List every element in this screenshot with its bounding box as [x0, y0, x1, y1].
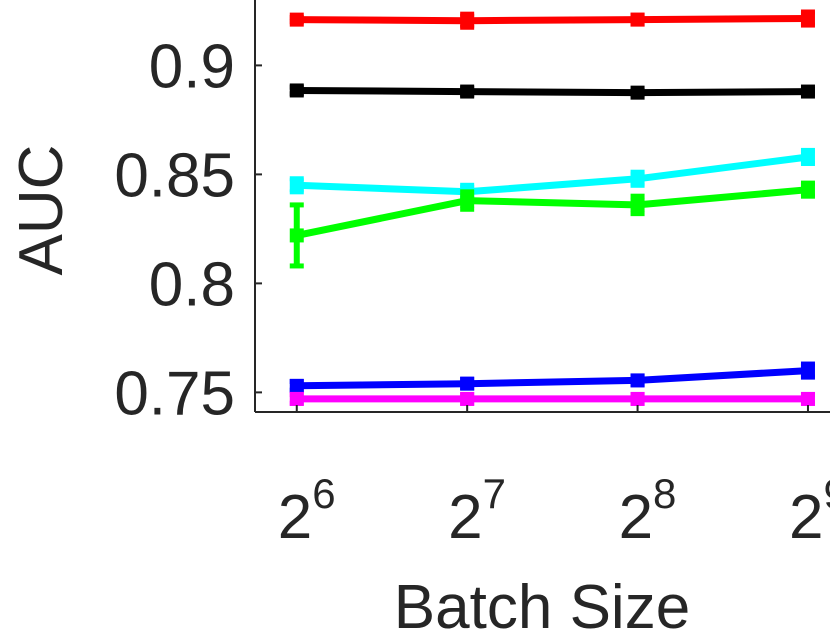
- data-point: [630, 373, 645, 388]
- x-tick-label: 27: [448, 470, 506, 552]
- x-tick-exponent: 8: [653, 470, 676, 517]
- data-point: [800, 391, 815, 406]
- data-point: [800, 363, 815, 378]
- x-tick-exponent: 6: [312, 470, 335, 517]
- data-point: [800, 84, 815, 99]
- data-point: [800, 149, 815, 164]
- y-tick-layer: 0.75 0.8 0.85 0.9: [114, 32, 262, 428]
- data-point: [630, 391, 645, 406]
- y-tick-label: 0.9: [149, 32, 235, 101]
- series-2: [289, 147, 815, 201]
- series-line: [296, 87, 809, 97]
- series-line: [296, 153, 809, 196]
- data-point: [460, 376, 475, 391]
- series-1: [289, 83, 815, 100]
- data-point: [460, 391, 475, 406]
- series-layer: [289, 9, 815, 406]
- data-point: [289, 228, 304, 243]
- data-point: [289, 391, 304, 406]
- series-line: [296, 186, 809, 239]
- data-point: [289, 178, 304, 193]
- series-line: [296, 15, 809, 25]
- series-0: [289, 9, 815, 30]
- x-tick-label: 29: [789, 470, 830, 552]
- x-tick-base: 2: [278, 483, 312, 552]
- series-3: [289, 180, 815, 269]
- data-point: [460, 193, 475, 208]
- series-5: [289, 391, 815, 406]
- y-tick-label: 0.8: [149, 250, 235, 319]
- x-tick-layer: 26272829: [278, 405, 830, 552]
- data-point: [630, 171, 645, 186]
- y-tick-label: 0.85: [114, 141, 235, 210]
- y-tick-label: 0.75: [114, 359, 235, 428]
- x-axis-label: Batch Size: [394, 573, 690, 636]
- data-point: [630, 197, 645, 212]
- x-tick-exponent: 9: [823, 470, 830, 517]
- data-point: [630, 85, 645, 100]
- series-line: [296, 367, 809, 390]
- data-point: [289, 12, 304, 27]
- data-point: [800, 182, 815, 197]
- y-axis-label: AUC: [7, 145, 76, 276]
- x-tick-base: 2: [448, 483, 482, 552]
- x-tick-base: 2: [619, 483, 653, 552]
- series-4: [289, 361, 815, 393]
- x-tick-exponent: 7: [483, 470, 506, 517]
- x-tick-base: 2: [789, 483, 823, 552]
- data-point: [460, 84, 475, 99]
- axes-layer: [254, 0, 830, 413]
- x-tick-label: 28: [619, 470, 677, 552]
- data-point: [800, 11, 815, 26]
- data-point: [460, 13, 475, 28]
- x-tick-label: 26: [278, 470, 336, 552]
- data-point: [630, 12, 645, 27]
- data-point: [289, 83, 304, 98]
- data-point: [289, 378, 304, 393]
